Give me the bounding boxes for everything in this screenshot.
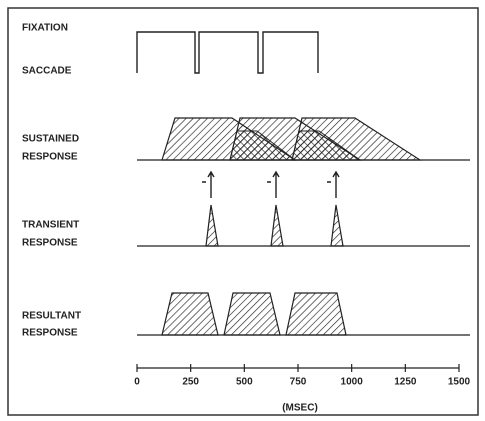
tick-label: 1000 [341, 377, 364, 388]
resultant-burst [161, 292, 219, 336]
tick-label: 0 [134, 377, 140, 388]
row-label: SACCADE [22, 66, 72, 77]
tick-label: 1500 [448, 377, 471, 388]
row-label: FIXATION [22, 23, 68, 34]
overlap [291, 130, 362, 161]
frame [7, 7, 479, 416]
row-label: TRANSIENT [22, 220, 79, 231]
tick-label: 1250 [394, 377, 417, 388]
tick-label: 500 [236, 377, 253, 388]
resultant-burst [285, 292, 347, 336]
row-label: RESPONSE [22, 328, 78, 339]
overlap [229, 130, 297, 161]
row-label: RESPONSE [22, 238, 78, 249]
resultant-burst [223, 292, 281, 336]
axis-label: (MSEC) [282, 403, 318, 414]
tick-label: 250 [182, 377, 199, 388]
transient-spikes [202, 170, 344, 247]
tick-label: 750 [290, 377, 307, 388]
fixation-trace [136, 31, 319, 74]
row-label: RESULTANT [22, 311, 81, 322]
row-label: RESPONSE [22, 152, 78, 163]
row-label: SUSTAINED [22, 134, 79, 145]
